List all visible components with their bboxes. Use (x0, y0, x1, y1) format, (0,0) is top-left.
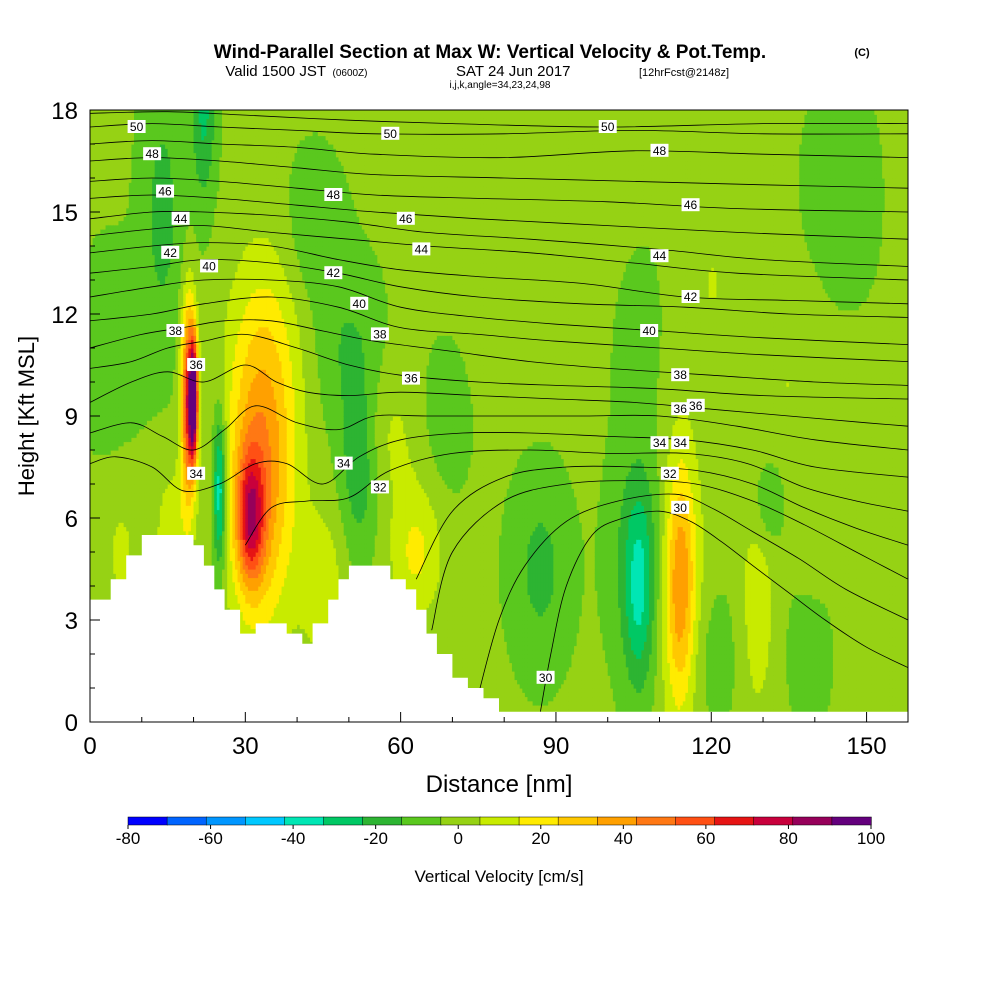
chart-title-unit: (C) (854, 47, 870, 59)
chart-title: Wind-Parallel Section at Max W: Vertical… (214, 42, 766, 63)
subtitle-indices: i,j,k,angle=34,23,24,98 (450, 80, 551, 91)
subtitle-forecast: [12hrFcst@2148z] (639, 67, 729, 79)
subtitle-date: SAT 24 Jun 2017 (456, 63, 571, 80)
subtitle-utc: (0600Z) (332, 68, 367, 79)
subtitle-valid-time: Valid 1500 JST (225, 63, 326, 80)
